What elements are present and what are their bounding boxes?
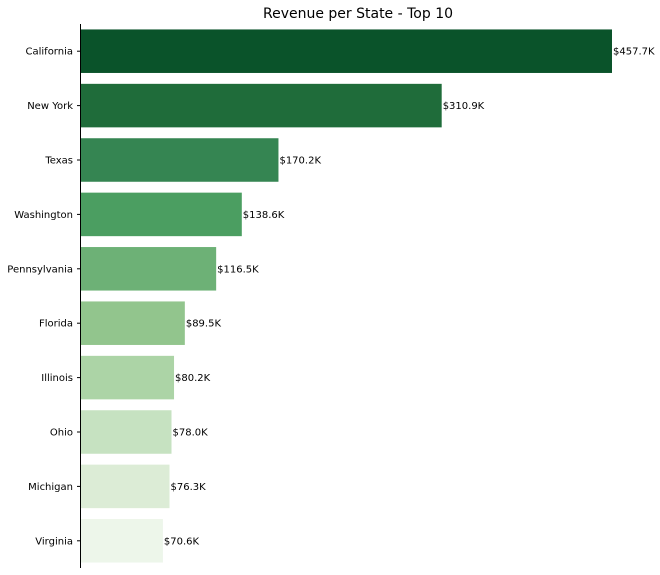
bar-california: [81, 29, 612, 73]
y-tick-label: Washington: [14, 210, 73, 221]
bars-layer: [81, 29, 612, 563]
bar-michigan: [81, 464, 170, 509]
bar-illinois: [81, 355, 175, 400]
bar-virginia: [81, 519, 163, 563]
labels-layer: California $457.7K New York $310.9K Texas $17…: [7, 47, 655, 548]
y-tick-label: Florida: [39, 319, 73, 330]
data-label: $80.2K: [175, 373, 211, 384]
y-tick-label: California: [26, 47, 74, 58]
y-tick-label: Michigan: [28, 482, 73, 493]
data-label: $76.3K: [171, 482, 207, 493]
data-label: $78.0K: [172, 428, 208, 439]
bar-ohio: [81, 410, 172, 454]
data-label: $457.7K: [613, 47, 655, 58]
data-label: $70.6K: [164, 536, 200, 547]
y-tick-label: Ohio: [50, 428, 73, 439]
bar-washington: [81, 192, 242, 237]
bar-pennsylvania: [81, 247, 217, 291]
data-label: $310.9K: [443, 101, 485, 112]
bar-texas: [81, 138, 279, 182]
data-label: $138.6K: [243, 210, 285, 221]
bar-florida: [81, 301, 185, 345]
data-label: $89.5K: [186, 319, 222, 330]
bar-new-york: [81, 83, 442, 128]
y-tick-label: Texas: [44, 156, 73, 167]
data-label: $170.2K: [279, 156, 321, 167]
y-tick-label: Pennsylvania: [7, 264, 73, 275]
y-tick-label: Illinois: [41, 373, 73, 384]
y-tick-label: New York: [27, 101, 73, 112]
chart-title: Revenue per State - Top 10: [263, 6, 453, 22]
data-label: $116.5K: [217, 264, 259, 275]
y-tick-label: Virginia: [35, 536, 73, 547]
